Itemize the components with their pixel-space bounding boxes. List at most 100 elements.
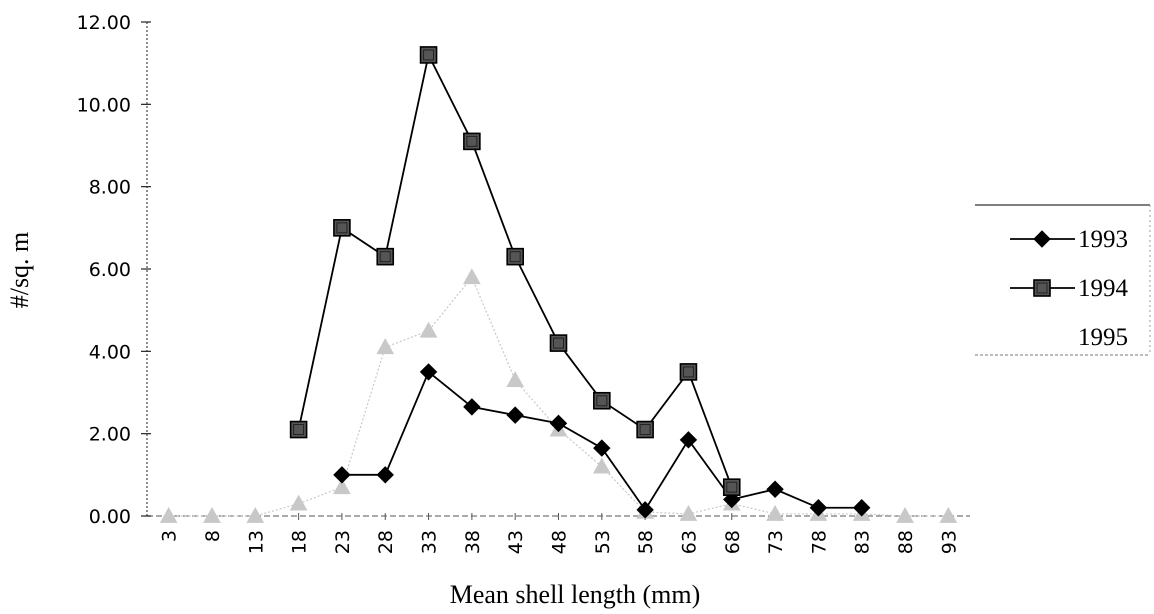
x-tick-label: 88: [895, 530, 917, 554]
x-tick-label: 73: [765, 530, 787, 554]
point-1994-38: [463, 132, 481, 151]
square-marker-inner: [466, 135, 478, 147]
legend-label: 1994: [1078, 275, 1129, 302]
x-tick-label: 93: [938, 530, 960, 554]
point-1994-53: [593, 391, 611, 410]
square-marker-body: [289, 420, 308, 439]
x-tick-label: 78: [808, 530, 830, 554]
point-1995-33: [419, 321, 438, 338]
x-tick-label: 8: [202, 530, 224, 542]
square-marker-inner: [553, 337, 564, 349]
square-marker-body: [376, 247, 395, 266]
square-marker-inner: [509, 251, 521, 263]
square-marker-body: [333, 219, 351, 237]
series-1995: [159, 268, 958, 523]
y-tick-label: 2.00: [89, 424, 131, 446]
square-marker-body: [549, 334, 568, 352]
y-tick-label: 6.00: [89, 259, 131, 281]
point-1993-43: [506, 406, 524, 424]
point-1993-48: [549, 414, 568, 433]
point-1993-73: [766, 480, 784, 498]
y-tick-label: 4.00: [89, 341, 131, 363]
square-marker-inner: [596, 395, 608, 407]
square-marker-body: [679, 363, 698, 381]
legend-entry-1995: 1995: [1078, 324, 1128, 351]
point-1994-48: [549, 334, 568, 352]
square-marker-body: [636, 420, 654, 439]
x-tick-label: 68: [722, 530, 744, 554]
x-axis-title: Mean shell length (mm): [450, 580, 701, 609]
point-1995-8: [203, 506, 221, 523]
square-marker-body: [593, 391, 611, 410]
square-marker-inner: [423, 49, 435, 61]
x-tick-label: 38: [462, 530, 484, 554]
point-1993-83: [853, 499, 871, 517]
series-line-1995: [168, 276, 949, 517]
point-1994-23: [333, 219, 351, 237]
square-marker-body: [1033, 279, 1051, 297]
x-tick-label: 13: [245, 530, 267, 554]
point-1995-88: [896, 506, 914, 523]
point-1995-28: [376, 338, 395, 355]
x-tick-label: 63: [678, 530, 700, 554]
point-1995-23: [333, 478, 351, 495]
y-tick-label: 8.00: [89, 177, 131, 199]
square-marker-inner: [379, 251, 391, 263]
point-1994-28: [376, 247, 395, 266]
point-1993-78: [809, 499, 828, 517]
legend-swatch-marker: [1033, 279, 1051, 297]
point-1994-18: [289, 420, 308, 439]
point-1994-63: [679, 363, 698, 381]
legend-label: 1993: [1078, 226, 1128, 253]
point-1995-43: [506, 371, 525, 388]
square-marker-inner: [682, 366, 694, 378]
square-marker-inner: [1036, 282, 1048, 294]
point-1995-63: [679, 504, 698, 521]
point-1994-33: [419, 46, 438, 64]
axes: [141, 21, 970, 520]
point-1994-68: [722, 478, 741, 496]
x-tick-label: 18: [289, 530, 311, 554]
x-tick-label: 3: [159, 530, 181, 542]
x-tick-label: 33: [419, 530, 441, 554]
point-1993-33: [419, 363, 438, 381]
x-tick-label: 48: [549, 530, 571, 554]
point-1993-23: [333, 466, 351, 484]
x-tick-label: 43: [505, 530, 527, 554]
square-marker-inner: [293, 424, 305, 436]
point-1995-3: [159, 506, 178, 523]
legend-entry-1993: 1993: [1010, 226, 1128, 253]
y-tick-label: 0.00: [89, 506, 131, 528]
square-marker-body: [722, 478, 741, 496]
point-1995-38: [463, 268, 481, 285]
point-1995-73: [766, 504, 784, 521]
square-marker-inner: [726, 481, 738, 493]
legend-entry-1994: 1994: [1010, 275, 1129, 302]
point-1993-53: [593, 439, 611, 457]
x-tick-label: 23: [332, 530, 354, 554]
point-1994-58: [636, 420, 654, 439]
x-tick-label: 58: [635, 530, 657, 554]
point-1993-28: [376, 466, 394, 484]
point-1994-43: [506, 247, 524, 266]
y-tick-label: 12.00: [77, 12, 131, 34]
point-1993-63: [679, 431, 698, 449]
square-marker-body: [506, 247, 524, 266]
legend-label: 1995: [1078, 324, 1128, 351]
square-marker-body: [463, 132, 481, 151]
y-tick-label: 10.00: [77, 94, 131, 116]
legend-swatch-marker: [1033, 230, 1051, 248]
square-marker-inner: [639, 424, 651, 436]
point-1995-53: [592, 457, 611, 474]
series-1994: [289, 46, 741, 496]
square-marker-inner: [336, 222, 348, 234]
y-axis-title: #/sq. m: [5, 232, 34, 309]
x-tick-label: 53: [592, 530, 614, 554]
legend: 1993 1994 1995: [975, 204, 1151, 356]
series-layer: [159, 46, 958, 523]
x-tick-label: 83: [852, 530, 874, 554]
square-marker-body: [419, 46, 438, 64]
point-1995-93: [939, 506, 958, 523]
